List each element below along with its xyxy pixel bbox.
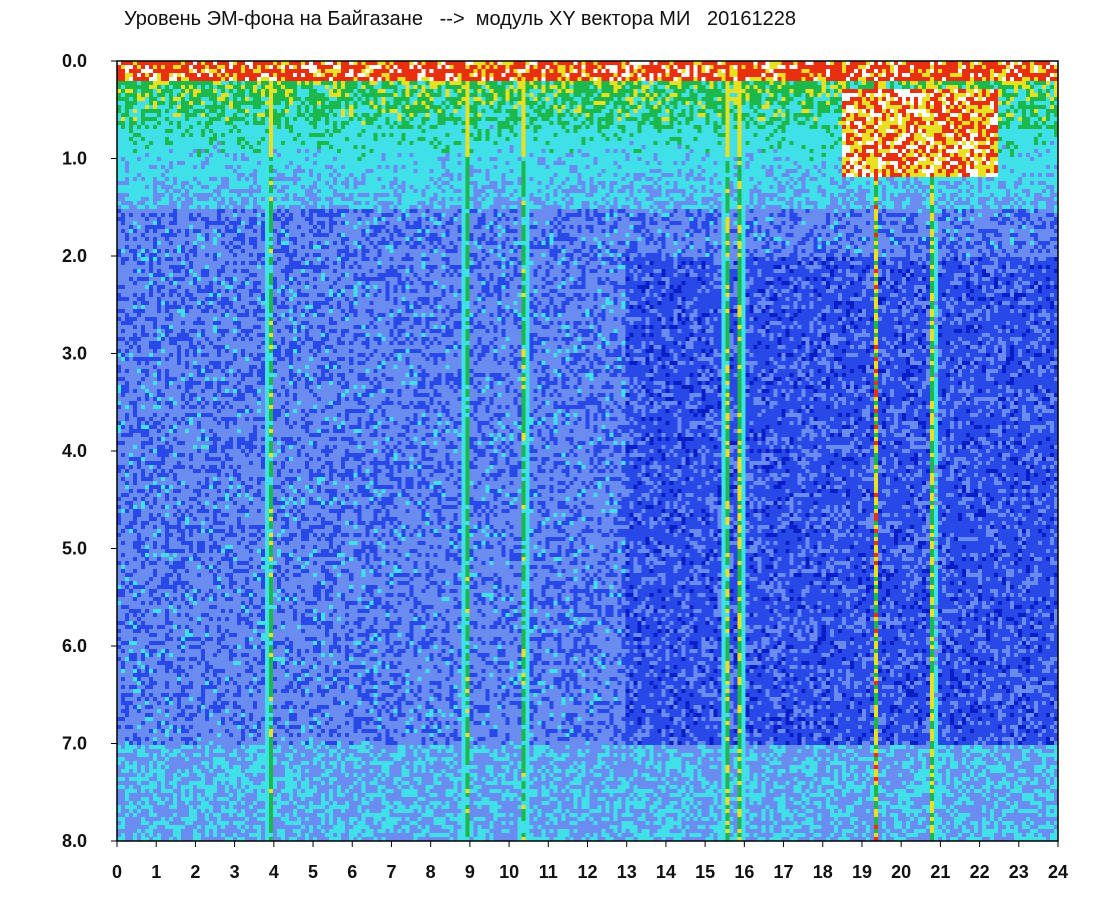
- x-tick-label: 21: [930, 862, 950, 882]
- x-tick-label: 9: [465, 862, 475, 882]
- x-tick-label: 18: [813, 862, 833, 882]
- x-tick-label: 3: [230, 862, 240, 882]
- x-tick-label: 17: [774, 862, 794, 882]
- x-tick-label: 20: [891, 862, 911, 882]
- x-tick-label: 0: [112, 862, 122, 882]
- y-tick-label: 6.0: [62, 636, 87, 656]
- x-tick-label: 7: [386, 862, 396, 882]
- x-tick-label: 24: [1048, 862, 1068, 882]
- x-tick-label: 5: [308, 862, 318, 882]
- x-tick-label: 23: [1009, 862, 1029, 882]
- y-tick-label: 7.0: [62, 734, 87, 754]
- heatmap-cells: [117, 61, 1058, 841]
- x-tick-label: 1: [151, 862, 161, 882]
- x-tick-label: 15: [695, 862, 715, 882]
- x-tick-label: 13: [617, 862, 637, 882]
- chart-title: Уровень ЭМ-фона на Байгазане --> модуль …: [124, 8, 796, 30]
- y-tick-label: 5.0: [62, 539, 87, 559]
- heatmap-image: [117, 61, 1058, 841]
- axis-ticks: 0.01.02.03.04.05.06.07.08.00 1 2 3 4 5 6 7 8 9 10 1…: [62, 51, 1068, 882]
- x-tick-label: 6: [347, 862, 357, 882]
- x-tick-label: 14: [656, 862, 676, 882]
- y-tick-label: 2.0: [62, 246, 87, 266]
- y-tick-label: 8.0: [62, 831, 87, 851]
- x-tick-label: 11: [539, 862, 558, 882]
- y-tick-label: 0.0: [62, 51, 87, 71]
- y-tick-label: 1.0: [62, 149, 87, 169]
- x-tick-label: 8: [426, 862, 436, 882]
- x-tick-label: 4: [269, 862, 279, 882]
- x-tick-label: 12: [577, 862, 597, 882]
- x-tick-label: 16: [734, 862, 754, 882]
- x-tick-label: 22: [970, 862, 990, 882]
- x-tick-label: 2: [190, 862, 200, 882]
- y-tick-label: 4.0: [62, 441, 87, 461]
- x-tick-label: 10: [499, 862, 519, 882]
- x-tick-label: 19: [852, 862, 872, 882]
- y-tick-label: 3.0: [62, 344, 87, 364]
